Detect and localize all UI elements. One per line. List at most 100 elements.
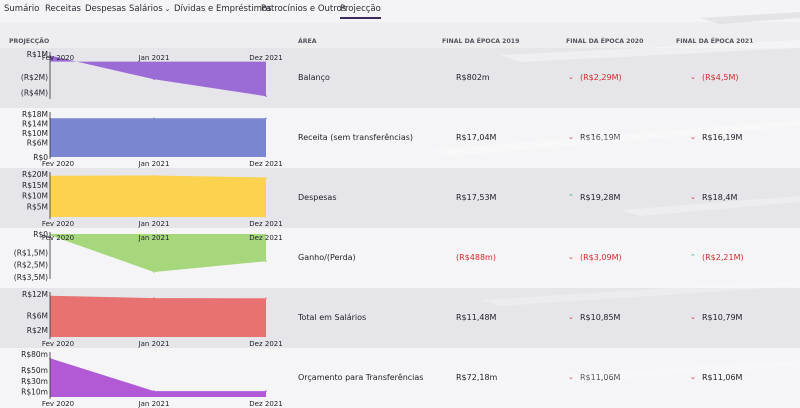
chart-point [265, 95, 267, 97]
table-row[interactable]: Receita (sem transferências) R$17,04M ⌄ R$1… [0, 108, 800, 168]
y-tick-label: R$0 [33, 230, 48, 239]
chart-point [153, 78, 155, 81]
top-navigation: Sumário Receitas Despesas Salários ⌄ Dívi… [0, 0, 800, 22]
y-tick-label: R$18M [22, 110, 48, 119]
trend-up-icon: ⌃ [568, 193, 574, 201]
value-2021: (R$4,5M) [702, 73, 739, 82]
trend-down-icon: ⌄ [690, 313, 696, 321]
y-tick-label: R$0 [33, 153, 48, 162]
trend-down-icon: ⌄ [568, 73, 574, 81]
x-tick-label: Jan 2021 [138, 400, 170, 408]
y-tick-label: R$12M [22, 290, 48, 299]
value-2019: R$11,48M [456, 313, 497, 322]
area-label: Total em Salários [298, 313, 367, 322]
y-tick-label: R$10m [21, 388, 48, 397]
x-tick-label: Dez 2021 [249, 400, 282, 408]
area-label: Despesas [298, 193, 337, 202]
header-end-2019[interactable]: FINAL DA ÉPOCA 2019 [442, 38, 520, 45]
trend-down-icon: ⌄ [690, 373, 696, 381]
y-tick-label: R$14M [22, 120, 48, 129]
y-tick-label: (R$2,5M) [14, 261, 48, 270]
tab-summary[interactable]: Sumário [4, 4, 40, 14]
value-2020: (R$2,29M) [580, 73, 622, 82]
table-row[interactable]: Ganho/(Perda) (R$488m) ⌄ (R$3,09M) ⌃ (R$2,21M… [0, 228, 800, 288]
y-tick-label: R$6M [27, 139, 48, 148]
chart-area-fill [50, 55, 266, 97]
value-2021: R$18,4M [702, 193, 738, 202]
table-row[interactable]: Balanço R$802m ⌄ (R$2,29M) ⌄ (R$4,5M) R$1M (R$2… [0, 48, 800, 108]
x-tick-label: Fev 2020 [42, 234, 74, 242]
chart-area-fill [50, 358, 266, 397]
value-2021: (R$2,21M) [702, 253, 744, 262]
header-projection[interactable]: PROJECÇÃO [9, 38, 50, 45]
chart-wages: R$12M R$6M R$2M Fev 2020 Jan 2021 Dez 2021 [22, 290, 283, 348]
y-tick-label: (R$2M) [21, 73, 48, 82]
chart-point [265, 297, 267, 300]
tab-projection[interactable]: Projecção [340, 4, 381, 19]
x-tick-label: Dez 2021 [249, 234, 282, 242]
y-tick-label: R$20M [22, 170, 48, 179]
chart-point [153, 174, 155, 177]
table-row[interactable]: Total em Salários R$11,48M ⌄ R$10,85M ⌄ R$10,… [0, 288, 800, 348]
header-end-2021[interactable]: FINAL DA ÉPOCA 2021 [676, 38, 754, 45]
value-2020: R$16,19M [580, 133, 621, 142]
trend-down-icon: ⌄ [568, 313, 574, 321]
x-tick-label: Fev 2020 [42, 400, 74, 408]
y-tick-label: R$5M [27, 202, 48, 211]
chart-area-fill [50, 295, 266, 337]
tab-debts-loans[interactable]: Dívidas e Empréstimos [174, 4, 272, 14]
x-tick-label: Fev 2020 [42, 220, 74, 228]
value-2019: R$802m [456, 73, 490, 82]
chart-point [153, 117, 155, 120]
value-2020: R$10,85M [580, 313, 621, 322]
x-tick-label: Jan 2021 [138, 340, 170, 348]
tab-expenses[interactable]: Despesas [85, 4, 126, 14]
tab-wages-label: Salários [129, 4, 163, 14]
chevron-down-icon: ⌄ [164, 5, 171, 13]
y-tick-label: (R$1,5M) [14, 248, 48, 257]
area-label: Ganho/(Perda) [298, 253, 356, 262]
tab-wages[interactable]: Salários ⌄ [129, 4, 171, 14]
value-2021: R$16,19M [702, 133, 743, 142]
chart-point [265, 260, 267, 262]
chart-profit-loss: R$0 (R$1,5M) (R$2,5M) (R$3,5M) Fev 2020 Jan 2… [14, 230, 283, 282]
header-end-2020[interactable]: FINAL DA ÉPOCA 2020 [566, 38, 644, 45]
y-tick-label: R$30m [21, 377, 48, 386]
chart-point [265, 390, 267, 392]
y-tick-label: (R$3,5M) [14, 273, 48, 282]
trend-down-icon: ⌄ [690, 73, 696, 81]
x-tick-label: Fev 2020 [42, 340, 74, 348]
table-row[interactable]: Orçamento para Transferências R$72,18m ⌄ R$… [0, 348, 800, 408]
value-2019: R$17,53M [456, 193, 497, 202]
chart-point [153, 390, 155, 392]
value-2019: (R$488m) [456, 253, 496, 262]
trend-up-icon: ⌃ [690, 253, 696, 261]
header-area[interactable]: ÁREA [298, 38, 317, 45]
trend-down-icon: ⌄ [690, 133, 696, 141]
value-2021: R$11,06M [702, 373, 743, 382]
x-tick-label: Dez 2021 [249, 160, 282, 168]
area-label: Balanço [298, 73, 330, 82]
value-2021: R$10,79M [702, 313, 743, 322]
x-tick-label: Jan 2021 [138, 220, 170, 228]
y-tick-label: R$10M [22, 129, 48, 138]
y-tick-label: R$80m [21, 350, 48, 359]
trend-down-icon: ⌄ [568, 133, 574, 141]
x-tick-label: Dez 2021 [249, 340, 282, 348]
area-label: Orçamento para Transferências [298, 373, 424, 382]
x-tick-label: Fev 2020 [42, 160, 74, 168]
chart-balance: R$1M (R$2M) (R$4M) Fev 2020 Jan 2021 Dez 2021 [21, 50, 283, 99]
chart-point [153, 297, 155, 299]
x-tick-label: Jan 2021 [138, 234, 170, 242]
trend-down-icon: ⌄ [690, 193, 696, 201]
tab-sponsorship-other[interactable]: Patrocínios e Outros [261, 4, 347, 14]
tab-revenue[interactable]: Receitas [45, 4, 81, 14]
value-2020: R$11,06M [580, 373, 621, 382]
value-2020: R$19,28M [580, 193, 621, 202]
table-row[interactable]: Despesas R$17,53M ⌃ R$19,28M ⌄ R$18,4M R$20M R$… [0, 168, 800, 228]
chart-point [265, 176, 267, 179]
trend-down-icon: ⌄ [568, 253, 574, 261]
value-2020: (R$3,09M) [580, 253, 622, 262]
trend-down-icon: ⌄ [568, 373, 574, 381]
chart-transfer-budget: R$80m R$50m R$30m R$10m Fev 2020 Jan 2021 Dez … [21, 350, 283, 408]
